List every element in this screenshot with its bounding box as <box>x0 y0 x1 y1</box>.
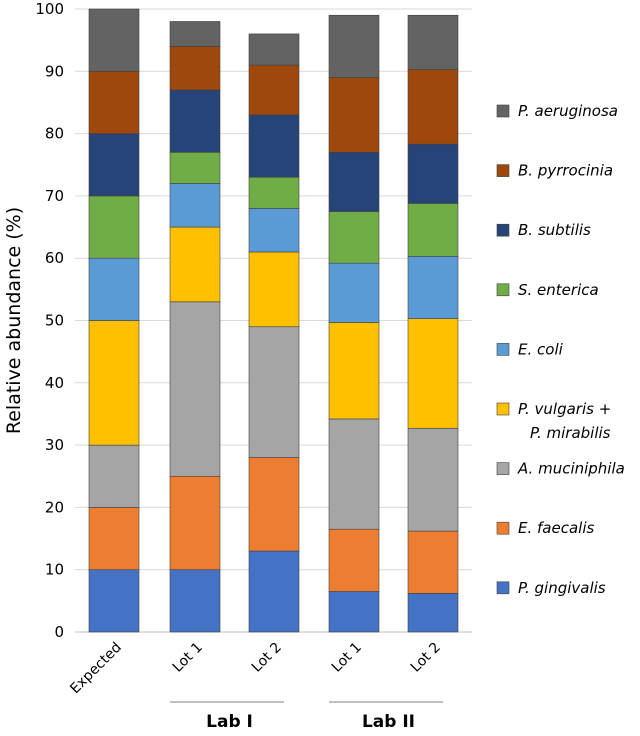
bar-segment <box>248 550 300 633</box>
legend-swatch <box>496 521 510 535</box>
bar-segment <box>88 320 140 446</box>
bar-segment <box>169 46 221 91</box>
bar-segment <box>248 33 300 66</box>
legend-label: E. faecalis <box>518 519 594 537</box>
y-tick-label: 0 <box>54 623 64 641</box>
bar-segment <box>88 569 140 633</box>
bar-segment <box>88 133 140 197</box>
bar-segment <box>328 211 380 264</box>
y-tick-label: 40 <box>45 374 64 392</box>
legend-swatch <box>496 402 510 416</box>
y-tick-label: 80 <box>45 125 64 143</box>
bar-segment <box>407 14 459 70</box>
bar-segment <box>328 77 380 153</box>
legend-label: P. aeruginosa <box>518 102 618 120</box>
x-tick-label: Lot 2 <box>249 640 285 676</box>
bar-segment <box>169 475 221 570</box>
bar-segment <box>88 257 140 321</box>
y-tick-label: 90 <box>45 62 64 80</box>
bar-segment <box>407 318 459 429</box>
legend-swatch <box>496 283 510 297</box>
bar-segment <box>407 256 459 319</box>
x-tick-label: Lot 1 <box>329 640 365 676</box>
bar-segment <box>328 151 380 212</box>
legend-label: P. vulgaris + <box>518 400 611 418</box>
y-tick-label: 60 <box>45 249 64 267</box>
bar-segment <box>407 593 459 633</box>
bar-segment <box>169 21 221 47</box>
group-label: Lab II <box>362 712 415 732</box>
bar-segment <box>169 89 221 153</box>
legend-label: P. gingivalis <box>518 579 606 597</box>
bar-segment <box>169 183 221 228</box>
x-tick-label: Lot 1 <box>170 640 206 676</box>
bar-segment <box>407 69 459 145</box>
bar-segment <box>248 457 300 552</box>
bar-segment <box>328 322 380 420</box>
legend-label: E. coli <box>518 340 564 358</box>
y-tick-label: 30 <box>45 436 64 454</box>
bar-segment <box>248 208 300 253</box>
bar-segment <box>328 528 380 592</box>
legend-swatch <box>496 104 510 118</box>
bar-segment <box>328 418 380 530</box>
bar-segment <box>328 262 380 323</box>
y-axis-label: Relative abundance (%) <box>3 207 25 434</box>
legend-swatch <box>496 223 510 237</box>
legend-swatch <box>496 581 510 595</box>
legend-swatch <box>496 164 510 177</box>
legend-swatch <box>496 462 510 475</box>
legend-label: A. muciniphila <box>517 460 625 478</box>
bar-segment <box>407 427 459 532</box>
bar-segment <box>407 530 459 594</box>
bar-segment <box>407 143 459 204</box>
bar-segment <box>88 195 140 259</box>
legend-swatch <box>496 343 510 356</box>
bar-segment <box>248 251 300 328</box>
bar-segment <box>248 114 300 178</box>
x-tick-label: Expected <box>67 640 125 698</box>
y-tick-label: 50 <box>45 312 64 330</box>
y-tick-label: 70 <box>45 187 64 205</box>
legend-label: B. pyrrocinia <box>518 162 613 180</box>
bar-segment <box>328 14 380 78</box>
legend-label: B. subtilis <box>518 221 591 239</box>
bar-segment <box>169 301 221 477</box>
bar-segment <box>169 151 221 184</box>
bar-segment <box>248 64 300 116</box>
legend-label: P. mirabilis <box>530 424 611 442</box>
bar-segment <box>88 8 140 72</box>
y-tick-label: 10 <box>45 561 64 579</box>
bar-segment <box>169 226 221 303</box>
bar-segment <box>248 176 300 209</box>
bar-segment <box>407 203 459 257</box>
bar-segment <box>88 507 140 570</box>
bar-segment <box>169 569 221 633</box>
legend-label: S. enterica <box>518 281 599 299</box>
bar-segment <box>328 591 380 633</box>
bar-segment <box>248 326 300 458</box>
x-tick-label: Lot 2 <box>408 640 444 676</box>
group-label: Lab I <box>206 712 253 732</box>
y-tick-label: 20 <box>45 498 64 516</box>
bar-segment <box>88 71 140 134</box>
y-tick-label: 100 <box>35 0 64 18</box>
bar-segment <box>88 444 140 508</box>
